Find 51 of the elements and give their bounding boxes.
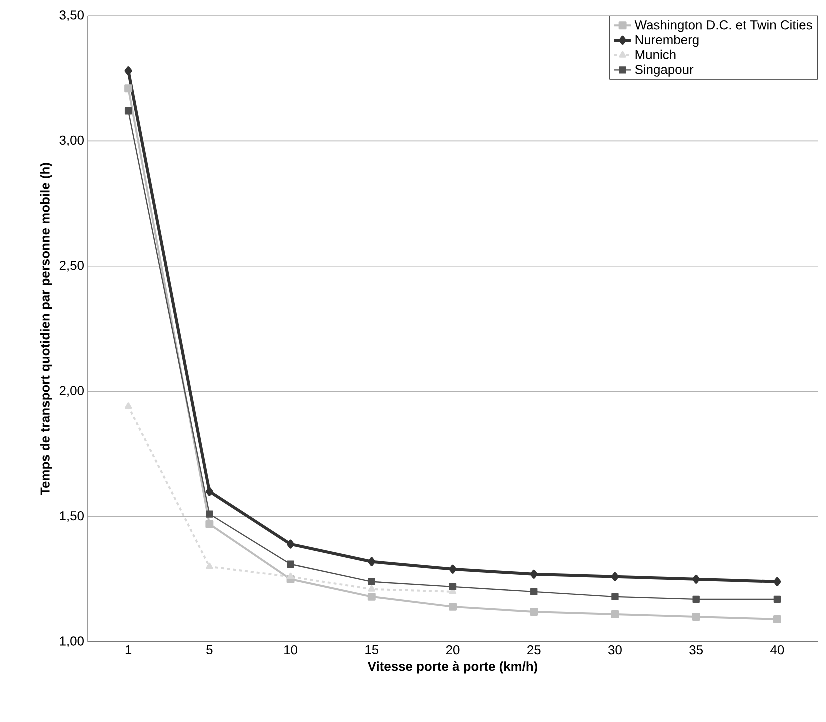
y-tick-label: 2,50 bbox=[60, 261, 84, 272]
legend-label: Nuremberg bbox=[636, 35, 699, 48]
y-tick-label: 3,50 bbox=[60, 10, 84, 22]
point bbox=[611, 572, 619, 582]
point bbox=[124, 402, 132, 410]
point bbox=[124, 84, 133, 93]
point bbox=[287, 560, 294, 568]
point bbox=[611, 610, 620, 618]
point bbox=[692, 574, 700, 584]
point bbox=[530, 588, 538, 596]
point bbox=[530, 608, 538, 616]
x-axis-title: Vitesse porte à porte (km/h) bbox=[368, 662, 538, 674]
point bbox=[692, 596, 700, 604]
point bbox=[287, 540, 295, 549]
x-tick-label: 25 bbox=[528, 646, 541, 655]
point bbox=[368, 592, 376, 601]
point bbox=[692, 612, 700, 621]
point bbox=[449, 602, 457, 611]
x-tick-label: 40 bbox=[770, 646, 784, 655]
x-tick-label: 10 bbox=[284, 646, 298, 655]
point bbox=[612, 593, 619, 601]
point bbox=[449, 583, 457, 590]
point bbox=[368, 585, 376, 592]
x-tick-label: 20 bbox=[446, 646, 460, 655]
point bbox=[774, 596, 782, 604]
x-tick-label: 15 bbox=[366, 646, 379, 655]
point bbox=[774, 577, 782, 586]
legend-label: Munich bbox=[636, 50, 676, 60]
x-tick-label: 30 bbox=[608, 646, 622, 655]
point bbox=[124, 108, 132, 115]
point bbox=[368, 578, 376, 586]
point bbox=[206, 510, 214, 518]
x-tick-label: 5 bbox=[206, 646, 213, 655]
y-tick-label: 1,00 bbox=[60, 636, 84, 648]
y-tick-label: 2,00 bbox=[60, 386, 84, 397]
point bbox=[773, 615, 782, 624]
legend-label: Washington D.C. et Twin Cities bbox=[634, 20, 812, 32]
y-tick-label: 3,00 bbox=[60, 136, 84, 147]
point bbox=[368, 557, 376, 566]
legend-label: Singapour bbox=[635, 64, 694, 77]
point bbox=[449, 564, 457, 574]
y-axis-title: Temps de transport quotidien par personne mobile (h) bbox=[40, 163, 52, 496]
x-tick-label: 35 bbox=[690, 646, 703, 655]
point bbox=[206, 487, 214, 496]
x-tick-label: 1 bbox=[126, 646, 132, 654]
point bbox=[124, 66, 132, 76]
point bbox=[530, 570, 538, 579]
point bbox=[206, 562, 214, 570]
y-tick-label: 1,50 bbox=[60, 511, 84, 522]
point bbox=[206, 520, 214, 528]
point bbox=[287, 572, 294, 580]
